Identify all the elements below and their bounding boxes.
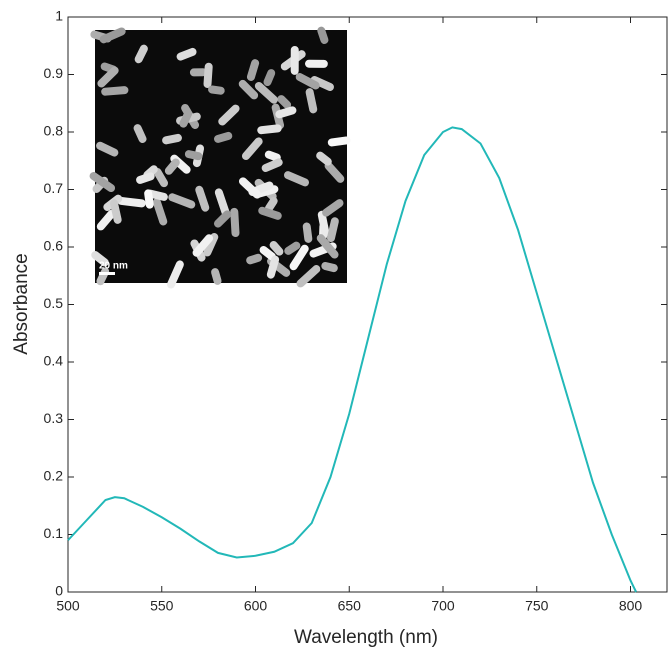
nanorod	[304, 59, 328, 68]
nanorod	[203, 233, 219, 257]
x-tick-label: 700	[431, 598, 455, 614]
nanorod	[246, 253, 263, 265]
nanorod	[192, 234, 214, 257]
nanorod	[283, 171, 309, 187]
nanorod	[211, 268, 222, 285]
nanorod	[91, 251, 109, 267]
y-tick-label: 0.1	[44, 525, 64, 541]
nanorod	[289, 244, 309, 271]
nanorod	[96, 209, 116, 231]
nanorod	[184, 150, 203, 161]
nanorod	[99, 27, 126, 44]
x-tick-label: 550	[150, 598, 174, 614]
nanorod	[238, 177, 262, 199]
nanorod	[144, 189, 154, 209]
scale-bar	[99, 272, 115, 275]
nanorod	[327, 136, 351, 147]
nanorod	[263, 69, 276, 87]
nanorod	[322, 199, 344, 217]
nanorod	[214, 188, 230, 217]
y-tick-label: 0.5	[44, 295, 64, 311]
nanorod	[269, 240, 284, 256]
inset-background	[95, 30, 347, 283]
nanorod	[96, 267, 110, 286]
x-tick-label: 750	[525, 598, 549, 614]
nanorod	[134, 44, 148, 64]
nanorod	[317, 26, 329, 44]
x-tick-label: 650	[338, 598, 362, 614]
nanorod	[167, 260, 184, 289]
nanorod	[117, 196, 146, 208]
nanorod	[310, 75, 334, 92]
nanorod	[96, 141, 119, 157]
nanorod	[254, 81, 278, 104]
inset-image: 20 nm	[89, 26, 351, 289]
nanorod	[259, 245, 276, 261]
nanorod	[316, 151, 332, 166]
nanorod	[238, 79, 259, 100]
y-tick-label: 0.9	[44, 65, 64, 81]
nanorod	[277, 95, 292, 109]
nanorod	[189, 68, 207, 77]
y-tick-label: 0.6	[44, 238, 64, 254]
nanorod	[324, 161, 345, 183]
nanorod	[208, 85, 225, 95]
y-tick-label: 0.4	[44, 353, 64, 369]
nanorod	[316, 234, 339, 259]
nanorod	[176, 47, 197, 61]
nanorod	[266, 255, 280, 279]
scale-label: 20 nm	[99, 261, 128, 272]
nanorod	[136, 172, 155, 184]
nanorod	[317, 210, 330, 238]
x-tick-label: 600	[244, 598, 268, 614]
y-axis-title: Absorbance	[11, 253, 32, 354]
nanorod	[164, 158, 180, 175]
nanorod	[133, 124, 147, 144]
nanorod	[290, 45, 299, 75]
nanorod	[101, 86, 129, 96]
nanorod	[241, 137, 263, 160]
y-tick-label: 1	[55, 8, 63, 24]
x-tick-label: 800	[619, 598, 643, 614]
data-line	[67, 126, 638, 593]
y-tick-label: 0.2	[44, 468, 64, 484]
nanorod	[305, 88, 318, 114]
nanorod	[203, 62, 213, 88]
nanorod	[246, 59, 260, 81]
y-tick-label: 0.3	[44, 410, 64, 426]
nanorod	[152, 198, 168, 226]
nanorod	[110, 199, 122, 224]
x-axis-title: Wavelength (nm)	[294, 627, 438, 648]
nanorod	[295, 73, 320, 90]
nanorod	[89, 172, 116, 193]
nanorod	[258, 206, 282, 220]
nanorod	[321, 261, 338, 273]
nanorod	[275, 106, 297, 119]
nanorod	[261, 158, 283, 172]
x-tick-label: 500	[56, 598, 80, 614]
y-tick-label: 0.8	[44, 123, 64, 139]
nanorod	[326, 217, 339, 243]
nanorod	[296, 265, 321, 288]
nanorod	[264, 150, 281, 162]
nanorod	[97, 66, 119, 88]
nanorod	[179, 109, 193, 128]
nanorod	[162, 133, 182, 145]
nanorod	[302, 222, 313, 243]
nanorod	[195, 185, 210, 212]
nanorod	[218, 104, 240, 126]
nanorod	[284, 241, 301, 255]
y-tick-label: 0	[55, 583, 63, 599]
nanorod	[153, 168, 169, 188]
nanorod	[213, 131, 233, 143]
nanorod	[213, 210, 232, 228]
y-tick-label: 0.7	[44, 180, 64, 196]
nanorod	[168, 193, 196, 209]
nanorod	[257, 124, 282, 135]
nanorod	[230, 207, 240, 238]
